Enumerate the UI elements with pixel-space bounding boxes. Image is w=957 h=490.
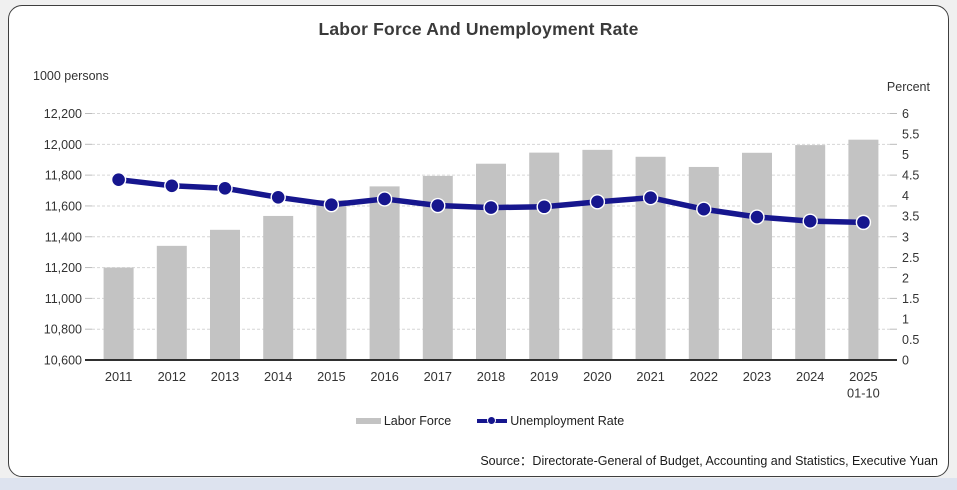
unemployment-rate-swatch-icon [477,416,508,426]
labor-force-bar [103,267,134,360]
x-axis-label: 2023 [743,369,771,384]
x-axis-label: 2022 [690,369,718,384]
left-axis-label: 12,200 [44,107,82,121]
right-axis-label: 4.5 [902,169,919,183]
unemployment-rate-point [164,178,180,194]
labor-force-bar [263,215,294,360]
left-axis-label: 10,600 [44,354,82,368]
unemployment-rate-point [483,199,499,216]
x-axis-label: 2014 [264,369,292,384]
unemployment-rate-point [802,213,818,229]
unemployment-rate-point [376,191,393,207]
right-axis-label: 1.5 [902,292,919,306]
right-axis-label: 3.5 [902,210,919,224]
source-note: Source：Directorate-General of Budget, Ac… [480,454,938,468]
left-axis-label: 11,200 [45,261,82,275]
right-axis-label: 2 [902,271,909,285]
left-axis-title: 1000 persons [33,69,109,83]
right-axis-label: 5.5 [902,128,919,142]
labor-force-bar [848,139,879,360]
unemployment-rate-point [696,201,712,217]
right-axis-label: 3 [902,230,909,244]
labor-force-bar [210,229,240,360]
x-axis-label: 2016 [370,369,398,384]
x-axis-label: 01-10 [847,386,880,401]
labor-force-bar [635,156,666,360]
unemployment-rate-point [323,197,340,213]
unemployment-rate-point [589,194,606,210]
labor-force-bar [529,152,560,360]
labor-force-bar [795,145,826,360]
page-bottom-strip [0,478,957,490]
x-axis-label: 2012 [158,369,186,384]
legend-label-unemployment-rate: Unemployment Rate [510,414,625,428]
chart-title: Labor Force And Unemployment Rate [318,19,639,39]
x-axis-label: 2018 [477,369,505,384]
labor-force-bar [369,186,400,360]
x-axis-label: 2015 [317,369,345,384]
right-axis-label: 1 [902,312,909,326]
labor-force-bar [156,245,187,360]
unemployment-rate-point [430,197,446,214]
x-axis-label: 2025 [849,369,877,384]
right-axis-label: 0.5 [902,333,919,347]
x-axis-label: 2020 [583,369,611,384]
x-axis-label: 2024 [796,369,824,384]
unemployment-rate-point [536,199,552,215]
left-axis-label: 11,600 [45,199,82,213]
right-axis-label: 0 [902,354,909,368]
right-axis-label: 2.5 [902,251,919,265]
chart-legend: Labor Force Unemployment Rate [90,412,890,430]
legend-label-labor-force: Labor Force [383,414,452,428]
x-axis-label: 2019 [530,369,558,384]
left-axis-label: 11,000 [45,292,82,306]
right-axis-label: 6 [902,107,909,121]
unemployment-rate-point [217,180,233,196]
right-axis-label: 4 [902,189,909,203]
x-axis-label: 2021 [636,369,664,384]
legend-item-labor-force: Labor Force [355,414,452,428]
labor-force-bar [742,152,772,360]
right-axis-title: Percent [886,80,930,94]
labor-force-swatch-icon [355,418,381,424]
left-axis-label: 11,400 [45,230,82,244]
legend-item-unemployment-rate: Unemployment Rate [477,414,624,428]
left-axis-label: 12,000 [44,138,82,152]
labor-force-bar [582,149,613,360]
labor-force-bar [688,166,719,360]
x-axis-label: 2011 [105,369,133,384]
labor-force-bar [316,200,347,360]
x-axis-label: 2017 [424,369,452,384]
unemployment-rate-point [855,214,872,231]
labor-force-bar [476,163,506,360]
right-axis-label: 5 [902,148,909,162]
x-axis-label: 2013 [211,369,239,384]
unemployment-rate-point [110,171,127,188]
left-axis-label: 11,800 [45,169,82,183]
unemployment-rate-point [749,209,765,225]
left-axis-label: 10,800 [44,323,82,337]
unemployment-rate-point [642,190,659,206]
unemployment-rate-point [270,189,286,206]
